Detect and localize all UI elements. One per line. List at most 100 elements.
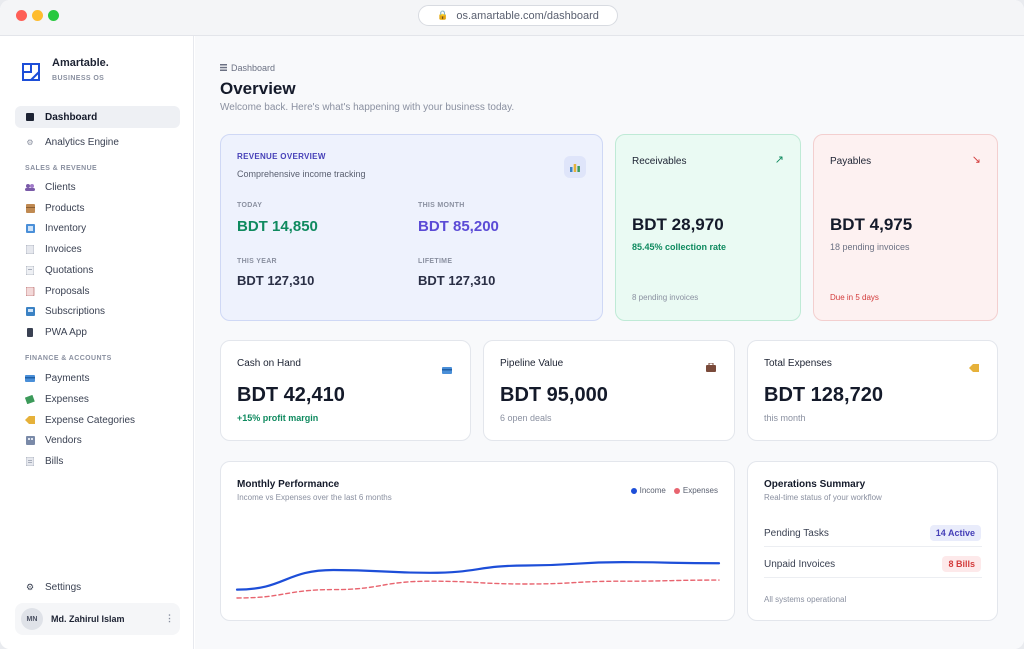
sidebar-item-proposals[interactable]: Proposals [15, 280, 180, 302]
lifetime-label: LIFETIME [418, 258, 453, 265]
more-vertical-icon[interactable]: ⋮ [165, 613, 174, 623]
legend-expenses-label: Expenses [682, 486, 718, 495]
maximize-window-button[interactable] [48, 10, 59, 21]
sidebar-item-label: Dashboard [45, 111, 98, 123]
sidebar-item-payments[interactable]: Payments [15, 367, 180, 389]
today-label: TODAY [237, 202, 263, 209]
ops-subtitle: Real-time status of your workflow [764, 493, 882, 502]
sidebar-item-label: Quotations [45, 264, 94, 276]
inventory-icon [25, 223, 35, 233]
card-icon [25, 373, 35, 383]
payables-pending: 18 pending invoices [830, 242, 910, 252]
gear-icon: ⚙ [26, 137, 34, 147]
open-deals: 6 open deals [500, 413, 552, 423]
pending-tasks-badge[interactable]: 14 Active [929, 525, 981, 541]
this-month-label: THIS MONTH [418, 202, 465, 209]
expenses-note: this month [764, 413, 806, 423]
settings-icon: ⚙ [25, 581, 35, 592]
sidebar-item-label: Analytics Engine [45, 136, 119, 148]
sidebar-item-dashboard[interactable]: Dashboard [15, 106, 180, 128]
divider [764, 546, 982, 547]
chart-title: Monthly Performance [237, 479, 340, 490]
expenses-value: BDT 128,720 [764, 384, 883, 406]
receivables-value: BDT 28,970 [632, 215, 724, 234]
sidebar-item-inventory[interactable]: Inventory [15, 217, 180, 239]
tag-icon [969, 359, 979, 377]
sidebar-item-clients[interactable]: Clients [15, 176, 180, 198]
expenses-series-line [236, 579, 720, 599]
legend-income-label: Income [639, 486, 666, 495]
main-content: Dashboard Overview Welcome back. Here's … [195, 36, 1024, 649]
payables-value: BDT 4,975 [830, 215, 913, 234]
invoice-icon [25, 244, 35, 254]
sidebar-item-label: Proposals [45, 285, 90, 297]
avatar: MN [21, 608, 43, 630]
chart-icon[interactable] [564, 156, 586, 178]
legend-income-swatch [630, 487, 637, 494]
url-text: os.amartable.com/dashboard [456, 9, 599, 22]
section-label-finance: FINANCE & ACCOUNTS [25, 355, 112, 362]
unpaid-invoices-label: Unpaid Invoices [764, 559, 836, 570]
sidebar-item-products[interactable]: Products [15, 197, 180, 219]
pipeline-value-card[interactable]: Pipeline Value BDT 95,000 6 open deals [483, 340, 735, 441]
receivables-card[interactable]: Receivables ↗ BDT 28,970 85.45% collecti… [615, 134, 801, 321]
sidebar-item-quotations[interactable]: Quotations [15, 259, 180, 281]
phone-icon [25, 327, 35, 337]
sidebar-item-pwa-app[interactable]: PWA App [15, 321, 180, 343]
brand-subtitle: BUSINESS OS [52, 75, 105, 82]
sidebar: Amartable. BUSINESS OS Dashboard ⚙ Analy… [0, 36, 194, 649]
minimize-window-button[interactable] [32, 10, 43, 21]
tag-icon [25, 415, 35, 425]
payables-card[interactable]: Payables ↘ BDT 4,975 18 pending invoices… [813, 134, 998, 321]
arrow-up-right-icon: ↗ [774, 154, 784, 166]
address-bar[interactable]: 🔒 os.amartable.com/dashboard [418, 5, 618, 26]
user-name: Md. Zahirul Islam [51, 614, 125, 624]
card-icon [442, 361, 452, 379]
chart-legend: Income Expenses [630, 486, 718, 495]
sidebar-item-label: Payments [45, 372, 90, 384]
close-window-button[interactable] [16, 10, 27, 21]
lifetime-value: BDT 127,310 [418, 273, 496, 288]
this-year-value: BDT 127,310 [237, 273, 315, 288]
revenue-heading: REVENUE OVERVIEW [237, 152, 326, 161]
sidebar-item-analytics-engine[interactable]: ⚙ Analytics Engine [15, 131, 180, 153]
profit-margin: +15% profit margin [237, 413, 319, 423]
briefcase-icon [706, 359, 716, 377]
legend-income: Income [630, 486, 666, 495]
building-icon [25, 435, 35, 445]
lock-icon: 🔒 [437, 10, 449, 20]
this-year-label: THIS YEAR [237, 258, 277, 265]
cash-title: Cash on Hand [237, 358, 301, 369]
pipeline-value: BDT 95,000 [500, 384, 608, 406]
box-icon [25, 203, 35, 213]
sidebar-item-bills[interactable]: Bills [15, 450, 180, 472]
sidebar-item-expense-categories[interactable]: Expense Categories [15, 409, 180, 431]
revenue-overview-card: REVENUE OVERVIEW Comprehensive income tr… [220, 134, 603, 321]
dashboard-icon [25, 112, 35, 122]
section-label-sales: SALES & REVENUE [25, 165, 98, 172]
sidebar-item-invoices[interactable]: Invoices [15, 238, 180, 260]
divider [764, 577, 982, 578]
cash-on-hand-card[interactable]: Cash on Hand BDT 42,410 +15% profit marg… [220, 340, 471, 441]
sidebar-item-subscriptions[interactable]: Subscriptions [15, 300, 180, 322]
ops-title: Operations Summary [764, 479, 866, 490]
money-icon [25, 394, 35, 404]
users-icon [25, 182, 35, 192]
sidebar-item-label: Vendors [45, 434, 82, 446]
breadcrumb-label[interactable]: Dashboard [231, 63, 276, 73]
receivables-footer: 8 pending invoices [632, 293, 699, 302]
total-expenses-card[interactable]: Total Expenses BDT 128,720 this month [747, 340, 998, 441]
sidebar-item-settings[interactable]: ⚙ Settings [15, 576, 180, 598]
sidebar-item-label: Inventory [45, 222, 87, 234]
arrow-down-right-icon: ↘ [971, 154, 981, 166]
quotation-icon [25, 265, 35, 275]
page-subtitle: Welcome back. Here's what's happening wi… [220, 102, 515, 113]
revenue-subheading: Comprehensive income tracking [237, 169, 366, 179]
user-profile[interactable]: MN Md. Zahirul Islam ⋮ [15, 603, 180, 635]
sidebar-item-expenses[interactable]: Expenses [15, 388, 180, 410]
unpaid-invoices-badge[interactable]: 8 Bills [942, 556, 981, 572]
payables-title: Payables [830, 156, 872, 167]
sidebar-item-vendors[interactable]: Vendors [15, 429, 180, 451]
sidebar-item-label: Expenses [45, 393, 89, 405]
